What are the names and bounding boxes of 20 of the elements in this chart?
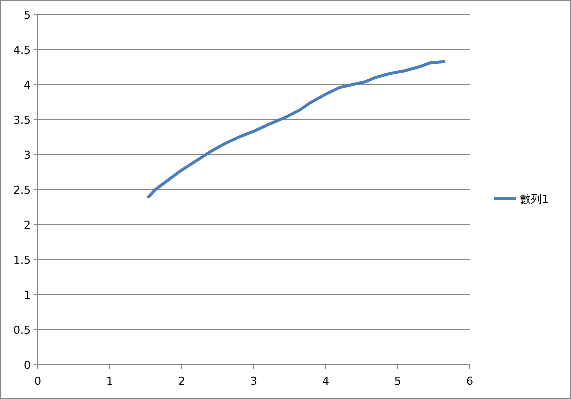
y-tick-label: 0.5 (14, 324, 31, 337)
y-tick-label: 4.5 (14, 44, 31, 57)
y-tick-label: 3.5 (14, 114, 31, 127)
y-tick-label: 0 (24, 359, 31, 372)
y-tick-label: 2 (24, 219, 31, 232)
legend-label: 數列1 (520, 193, 549, 206)
y-tick-label: 3 (24, 149, 31, 162)
x-tick-label: 2 (178, 375, 186, 388)
y-tick-label: 1 (24, 289, 31, 302)
line-series (147, 60, 446, 198)
x-tick-label: 4 (322, 375, 330, 388)
y-tick-label: 2.5 (14, 184, 31, 197)
x-tick-label: 5 (394, 375, 402, 388)
x-tick-label: 0 (34, 375, 42, 388)
y-tick-label: 5 (24, 9, 31, 22)
x-tick-label: 3 (250, 375, 258, 388)
y-tick-label: 1.5 (14, 254, 31, 267)
y-tick-label: 4 (24, 79, 31, 92)
x-tick-label: 1 (106, 375, 114, 388)
x-tick-label: 6 (466, 375, 474, 388)
